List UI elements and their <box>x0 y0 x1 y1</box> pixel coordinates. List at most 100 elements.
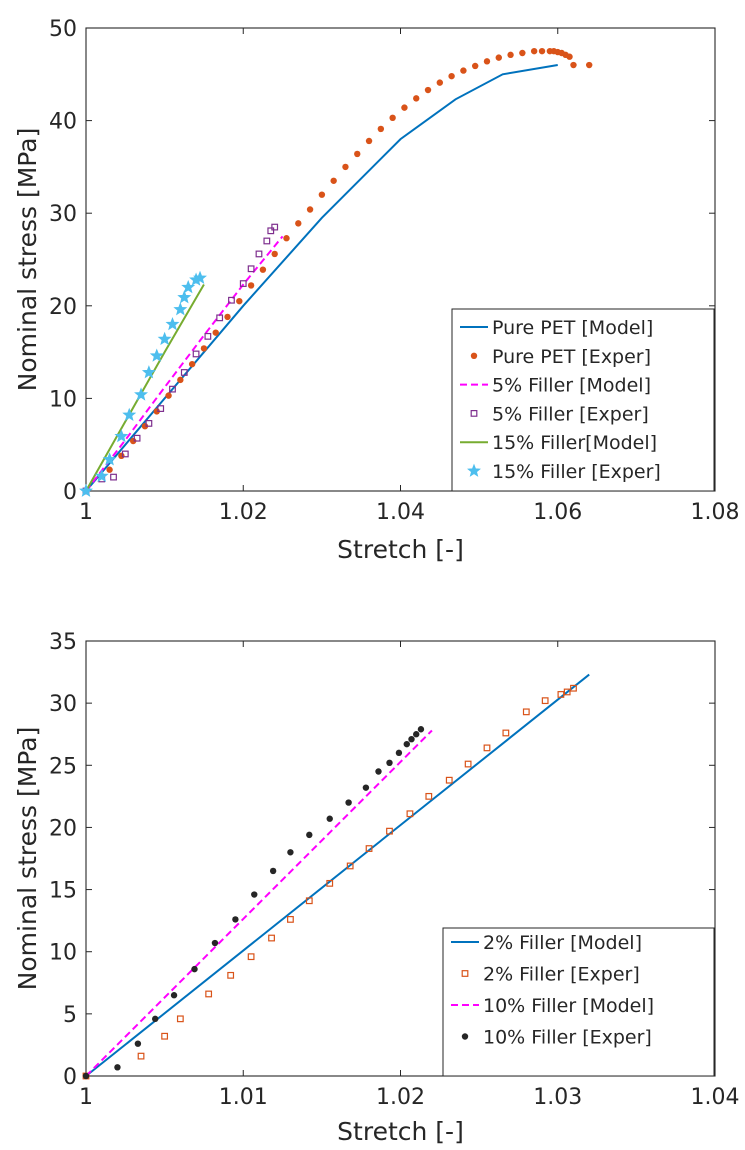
data-point <box>305 897 313 905</box>
series-2 <box>85 729 433 1077</box>
x-tick-label: 1.04 <box>691 1085 740 1110</box>
legend-marker <box>467 463 481 477</box>
data-point <box>114 1064 121 1071</box>
y-tick-label: 20 <box>49 295 77 320</box>
data-point <box>176 1015 184 1023</box>
y-tick-label: 40 <box>49 110 77 135</box>
data-point <box>413 731 420 738</box>
y-tick-label: 30 <box>49 692 77 717</box>
data-point <box>365 137 373 145</box>
y-tick-label: 25 <box>49 754 77 779</box>
legend-label: 2% Filler [Model] <box>483 932 642 954</box>
legend-box <box>451 308 715 492</box>
data-point <box>169 385 176 393</box>
legend-label: Pure PET [Model] <box>492 317 653 339</box>
data-point <box>177 376 184 384</box>
data-point <box>94 468 109 483</box>
data-point <box>495 54 502 61</box>
legend-label: 5% Filler [Model] <box>492 375 651 397</box>
series-1 <box>82 684 577 1080</box>
data-point <box>354 150 361 158</box>
data-point <box>151 1015 159 1023</box>
data-point <box>287 849 294 856</box>
data-point <box>145 420 153 427</box>
data-point <box>173 302 188 316</box>
data-point <box>464 760 472 768</box>
data-point <box>228 296 235 304</box>
data-point <box>134 387 149 401</box>
data-point <box>541 697 549 705</box>
data-point <box>519 49 526 57</box>
data-point <box>570 684 577 692</box>
data-point <box>200 345 208 352</box>
data-point <box>259 266 267 273</box>
data-point <box>247 953 255 961</box>
legend-label: 10% Filler [Model] <box>483 995 654 1017</box>
data-point <box>157 331 172 346</box>
data-point <box>445 776 453 784</box>
data-point <box>448 72 455 80</box>
legend-marker <box>461 970 469 977</box>
data-point <box>346 862 354 870</box>
data-point <box>161 1032 169 1040</box>
series-2 <box>85 235 284 492</box>
data-point <box>134 1040 142 1047</box>
legend-marker <box>461 1033 469 1040</box>
y-axis-label: Nominal stress [MPa] <box>13 128 42 392</box>
data-point <box>114 429 129 443</box>
data-point <box>570 61 577 69</box>
data-point <box>247 282 255 289</box>
x-tick-label: 1 <box>79 1085 93 1110</box>
y-tick-label: 35 <box>49 630 77 655</box>
data-point <box>193 270 207 284</box>
legend: Pure PET [Model] Pure PET [Exper] 5% Fille… <box>451 308 715 492</box>
data-point <box>386 759 393 766</box>
data-point <box>365 845 373 852</box>
data-point <box>236 297 243 305</box>
data-point <box>141 365 156 379</box>
data-point <box>530 47 538 55</box>
legend-label: Pure PET [Exper] <box>492 346 651 368</box>
data-point <box>483 744 491 752</box>
y-tick-label: 10 <box>49 941 77 966</box>
data-point <box>149 348 164 362</box>
x-tick-label: 1.02 <box>219 500 268 525</box>
data-point <box>118 452 125 460</box>
data-point <box>271 250 278 258</box>
x-tick-label: 1.03 <box>533 1085 582 1110</box>
data-point <box>224 313 231 321</box>
data-point <box>239 280 247 287</box>
data-point <box>287 915 294 923</box>
series-line <box>85 283 205 492</box>
chart-top: 1 1.02 1.04 1.06 1.08 0 10 20 30 40 50 Stretch [-] N… <box>13 17 739 564</box>
legend-label: 10% Filler [Exper] <box>483 1027 652 1049</box>
series-line <box>85 729 433 1077</box>
legend-label: 5% Filler [Exper] <box>492 403 649 425</box>
data-point <box>106 466 113 473</box>
data-point <box>436 79 444 86</box>
data-point <box>137 1052 145 1060</box>
series-5 <box>79 270 207 497</box>
data-point <box>110 473 117 481</box>
data-point <box>177 290 192 304</box>
data-point <box>375 768 382 775</box>
legend-box <box>442 927 715 1077</box>
data-point <box>413 95 420 102</box>
data-point <box>121 450 129 458</box>
data-point <box>401 104 408 111</box>
data-point <box>342 163 349 171</box>
data-point <box>180 369 188 376</box>
x-axis-label: Stretch [-] <box>337 1117 464 1145</box>
series-0 <box>85 673 590 1077</box>
data-point <box>586 61 593 69</box>
data-point <box>295 220 302 227</box>
data-point <box>306 206 314 213</box>
data-point <box>102 452 117 466</box>
series-line <box>85 235 284 492</box>
data-point <box>330 177 337 184</box>
data-point <box>170 992 178 999</box>
data-point <box>522 708 530 716</box>
legend-label: 15% Filler[Model] <box>492 432 657 454</box>
